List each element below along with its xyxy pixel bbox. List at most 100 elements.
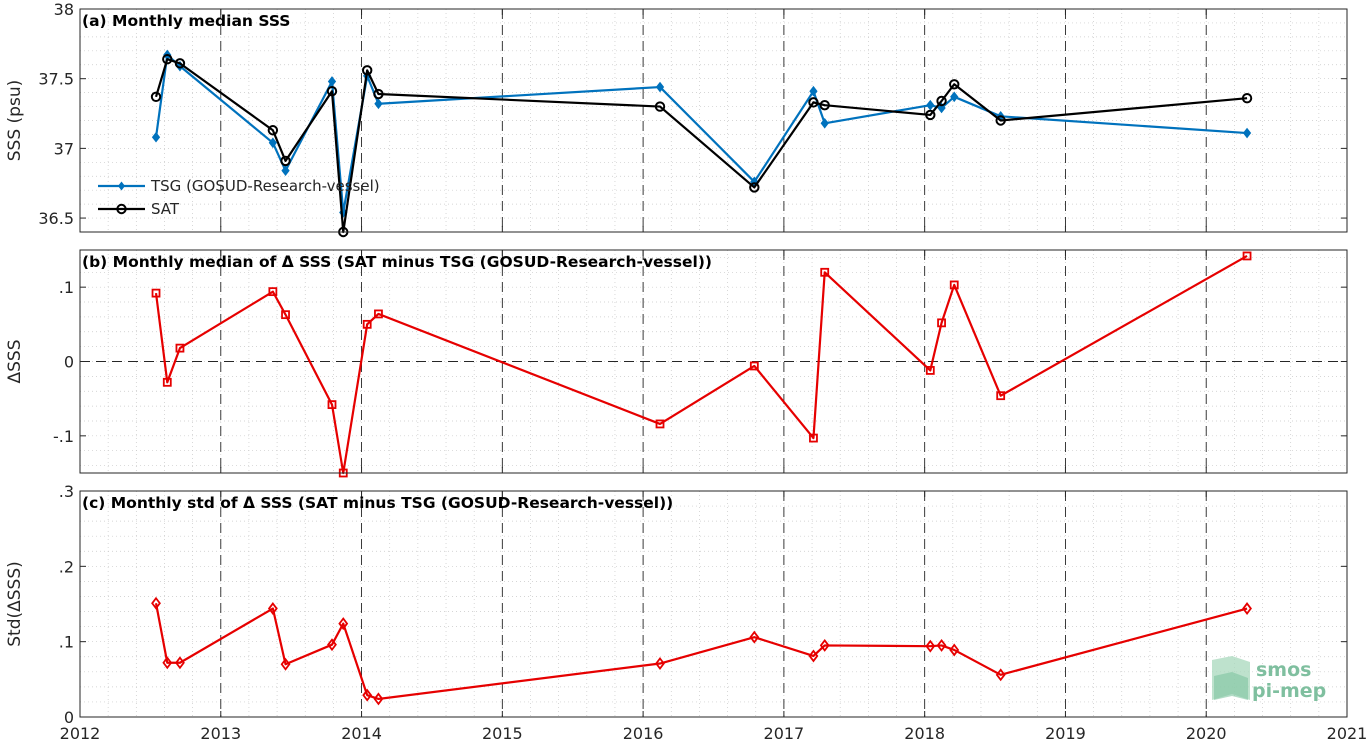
data-point [950,91,959,103]
data-point [995,115,1006,126]
data-point [749,361,759,371]
ytick-label: 37 [54,139,74,158]
xtick-label: 2014 [341,724,382,743]
data-point [280,155,291,167]
axes-border [79,8,1348,233]
xtick-label: 2013 [200,724,241,743]
legend: TSG (GOSUD-Research-vessel) SAT [98,177,380,218]
data-point [936,95,947,107]
data-point [374,98,383,110]
y-axis-label: Std(ΔSSS) [5,561,25,647]
smos-pimep-logo: smos pi-mep [1212,656,1326,702]
data-point [150,91,162,103]
data-point [151,288,161,298]
plot-area [80,491,1347,717]
plot-area [80,9,1347,232]
panel-title: (a) Monthly median SSS [82,12,290,30]
data-point [996,391,1006,401]
major-grid [220,9,1207,232]
series-delta [151,596,1252,706]
ytick-label: .2 [59,557,74,576]
data-point [162,53,173,65]
data-point [281,310,290,320]
panel-c-std-delta-sss: 0 .1 .2 .3 2012 2013 2014 2015 2016 2017 2018 2019 2… [5,482,1367,743]
ytick-label: 0 [64,353,74,372]
data-point [925,639,936,653]
series-line [154,254,1248,475]
major-grid [220,491,1207,717]
data-point [995,668,1006,682]
data-point [820,117,829,129]
logo-line1: smos [1256,659,1311,681]
data-point [1242,602,1252,616]
data-point [362,688,373,702]
data-point [162,656,173,670]
data-point [175,656,185,670]
data-point [808,649,819,663]
xtick-label: 2021 [1327,724,1367,743]
axes-border [79,249,1348,474]
data-point [926,99,935,111]
panel-a-monthly-median-sss: 36.5 37 37.5 38 SSS (psu) (a) Monthly median … [5,0,1348,238]
data-point [937,102,946,114]
data-point [655,81,665,93]
ytick-label: 37.5 [38,70,74,89]
data-point [281,165,290,176]
data-point [327,400,337,410]
data-point [819,99,830,111]
data-point [809,433,818,443]
data-point [151,131,161,143]
logo-wave-shape-2 [1214,672,1248,700]
ytick-label: 36.5 [38,209,74,228]
data-point [749,182,760,193]
data-point [655,657,665,671]
xtick-label: 2015 [482,724,523,743]
panel-title: (b) Monthly median of Δ SSS (SAT minus T… [82,253,712,271]
ytick-label: -.1 [53,427,74,446]
data-point [819,638,830,652]
legend-marker [116,203,127,215]
data-point [175,343,185,353]
xtick-label: 2019 [1045,724,1086,743]
logo-line2: pi-mep [1252,680,1326,702]
y-axis-label: ΔSSS [5,339,25,383]
ytick-label: .3 [59,482,74,501]
data-point [655,419,665,429]
data-point [267,602,278,616]
data-point [362,319,372,329]
major-grid [220,250,1207,473]
data-point [151,596,161,610]
panel-title: (c) Monthly std of Δ SSS (SAT minus TSG … [82,494,673,512]
ytick-label: 38 [54,0,74,19]
data-point [162,377,172,387]
legend-label: TSG (GOSUD-Research-vessel) [150,177,380,195]
data-point [267,125,279,136]
data-point [280,657,291,671]
ytick-label: .1 [59,633,74,652]
data-point [949,280,959,290]
xtick-label: 2020 [1186,724,1227,743]
data-point [809,85,818,97]
data-point [327,76,337,87]
data-point [820,267,830,277]
data-point [949,643,960,657]
ytick-label: 0 [64,708,74,727]
xtick-label: 2017 [764,724,805,743]
series-delta [151,251,1252,478]
data-point [749,630,760,644]
data-point [936,638,947,652]
data-point [361,65,373,76]
data-point [925,366,935,375]
data-point [327,638,337,652]
data-point [654,101,666,112]
data-point [338,617,349,631]
data-point [937,318,946,328]
legend-marker [118,181,125,191]
minor-grid [79,490,1348,718]
data-point [374,309,383,319]
y-axis-label: SSS (psu) [5,80,25,161]
axes-border [79,490,1348,718]
data-point [268,287,278,297]
series-tsg [151,49,1252,218]
